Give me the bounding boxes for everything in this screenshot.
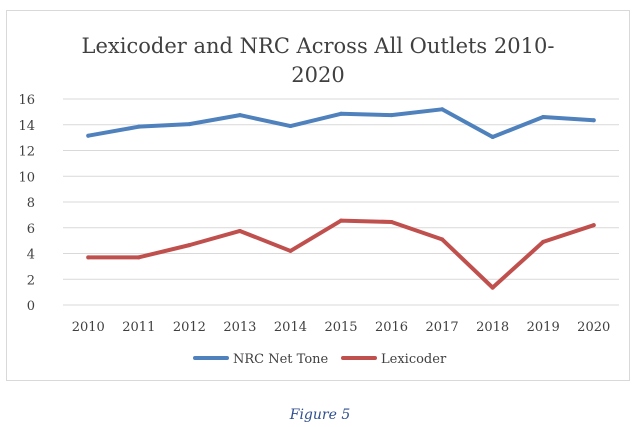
y-tick-label: 12: [18, 145, 35, 160]
series-lines: [86, 107, 596, 290]
legend: NRC Net Tone Lexicoder: [193, 352, 447, 367]
x-tick-label: 2016: [375, 320, 408, 335]
figure-caption: Figure 5: [289, 407, 351, 423]
data-point: [389, 219, 394, 224]
data-point: [288, 124, 293, 129]
data-point: [389, 113, 394, 118]
y-tick-label: 4: [27, 248, 35, 263]
x-tick-label: 2018: [476, 320, 509, 335]
x-tick-label: 2013: [223, 320, 256, 335]
x-tick-label: 2015: [324, 320, 357, 335]
data-point: [490, 285, 495, 290]
x-tick-label: 2011: [122, 320, 155, 335]
x-tick-label: 2012: [173, 320, 206, 335]
y-tick-label: 14: [18, 119, 35, 134]
data-point: [288, 248, 293, 253]
chart-frame: Lexicoder and NRC Across All Outlets 201…: [6, 10, 630, 381]
chart-title-line: Lexicoder and NRC Across All Outlets 201…: [82, 34, 555, 58]
x-axis-ticks: 2010 2011 2012 2013 2014 2015 2016 2017 2018 2019…: [72, 320, 611, 335]
data-point: [237, 113, 242, 118]
data-point: [440, 237, 445, 242]
y-tick-label: 8: [27, 196, 35, 211]
data-point: [541, 239, 546, 244]
data-point: [339, 111, 343, 116]
data-point: [86, 255, 91, 260]
data-point: [339, 218, 343, 223]
chart-title: Lexicoder and NRC Across All Outlets 201…: [82, 34, 555, 87]
series-line-1: [86, 218, 596, 290]
chart-title-line: 2020: [291, 63, 344, 87]
data-point: [136, 255, 141, 260]
data-point: [187, 243, 192, 248]
data-point: [237, 228, 242, 233]
x-tick-label: 2019: [527, 320, 560, 335]
y-tick-label: 0: [27, 299, 35, 314]
y-axis-ticks: 0 2 4 6 8 10 12 14 16: [18, 93, 35, 314]
y-tick-label: 6: [27, 222, 35, 237]
legend-label: NRC Net Tone: [233, 352, 329, 367]
data-point: [187, 122, 192, 127]
x-tick-label: 2014: [274, 320, 307, 335]
line-chart: Lexicoder and NRC Across All Outlets 201…: [18, 34, 619, 367]
data-point: [490, 134, 495, 139]
x-tick-label: 2010: [72, 320, 105, 335]
x-tick-label: 2017: [426, 320, 459, 335]
y-tick-label: 16: [18, 93, 35, 108]
y-tick-label: 10: [18, 170, 35, 185]
data-point: [440, 107, 445, 112]
y-tick-label: 2: [27, 273, 35, 288]
data-point: [591, 223, 596, 228]
x-tick-label: 2020: [577, 320, 610, 335]
legend-label: Lexicoder: [381, 352, 447, 367]
grid-lines: [63, 98, 619, 306]
data-point: [591, 118, 596, 123]
data-point: [86, 133, 91, 138]
data-point: [136, 124, 141, 129]
data-point: [541, 115, 546, 120]
